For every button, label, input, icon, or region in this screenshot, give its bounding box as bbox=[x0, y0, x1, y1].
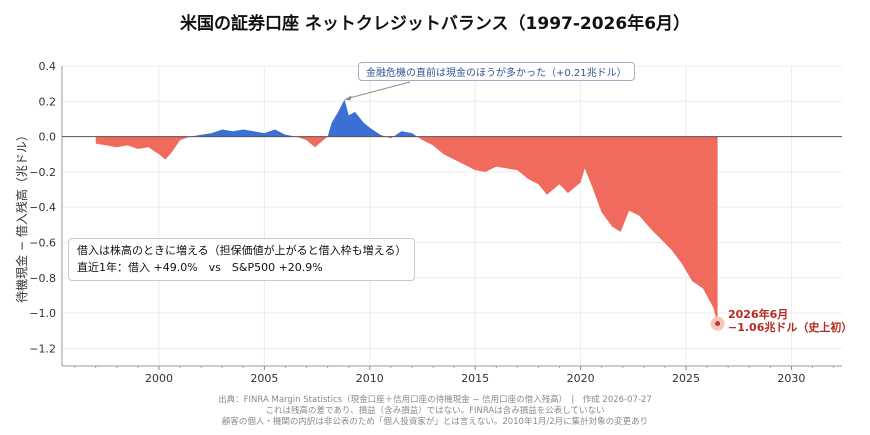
x-tick-label: 2030 bbox=[777, 372, 805, 385]
grid-layer bbox=[62, 65, 842, 366]
latest-value-label: 2026年6月 −1.06兆ドル（史上初） bbox=[728, 308, 852, 334]
axis-layer bbox=[61, 66, 842, 370]
x-tick-label: 2005 bbox=[250, 372, 278, 385]
y-tick-label: −0.8 bbox=[29, 272, 56, 285]
y-tick-label: −1.2 bbox=[29, 342, 56, 355]
x-tick-labels: 2000 2005 2010 2015 2020 2025 2030 bbox=[145, 372, 805, 385]
note-line-2: 直近1年：借入 +49.0% vs S&P500 +20.9% bbox=[77, 261, 323, 274]
x-tick-label: 2010 bbox=[356, 372, 384, 385]
area-layer bbox=[95, 99, 718, 324]
y-tick-label: 0.2 bbox=[39, 95, 57, 108]
y-axis-label: 待機現金 − 借入残高（兆ドル） bbox=[14, 129, 29, 303]
crisis-arrow-head bbox=[344, 95, 352, 101]
y-tick-label: −0.2 bbox=[29, 166, 56, 179]
crisis-arrow-line bbox=[347, 81, 411, 100]
x-tick-label: 2000 bbox=[145, 372, 173, 385]
source-line-3: 顧客の個人・機関の内訳は非公表のため「個人投資家が」とは言えない。2010年1月… bbox=[221, 417, 649, 427]
crisis-callout: 金融危機の直前は現金のほうが多かった（+0.21兆ドル） bbox=[358, 62, 635, 81]
latest-marker bbox=[715, 321, 721, 327]
note-line-1: 借入は株高のときに増える（担保価値が上がると借入枠も増える） bbox=[77, 244, 407, 257]
chart-title: 米国の証券口座 ネットクレジットバランス（1997-2026年6月） bbox=[179, 14, 691, 34]
negative-area bbox=[95, 136, 718, 324]
y-tick-label: −0.6 bbox=[29, 236, 56, 249]
y-tick-labels: 0.4 0.2 0.0 −0.2 −0.4 −0.6 −0.8 −1.0 −1.2 bbox=[29, 60, 56, 355]
latest-date: 2026年6月 bbox=[728, 308, 789, 321]
latest-value: −1.06兆ドル（史上初） bbox=[728, 321, 853, 334]
x-tick-label: 2015 bbox=[461, 372, 489, 385]
source-line-1: 出典：FINRA Margin Statistics（現金口座＋信用口座の待機現… bbox=[218, 395, 652, 405]
y-tick-label: 0.4 bbox=[39, 60, 57, 73]
source-notes: 出典：FINRA Margin Statistics（現金口座＋信用口座の待機現… bbox=[0, 395, 870, 428]
x-tick-label: 2020 bbox=[567, 372, 595, 385]
note-box: 借入は株高のときに増える（担保価値が上がると借入枠も増える） 直近1年：借入 +… bbox=[68, 238, 416, 281]
source-line-2: これは残高の差であり、損益（含み損益）ではない。FINRAは含み損益を公表してい… bbox=[265, 406, 605, 416]
x-tick-label: 2025 bbox=[672, 372, 700, 385]
y-tick-label: 0.0 bbox=[39, 131, 57, 144]
y-tick-label: −0.4 bbox=[29, 201, 56, 214]
annotation-layer bbox=[344, 81, 725, 331]
y-tick-label: −1.0 bbox=[29, 307, 56, 320]
